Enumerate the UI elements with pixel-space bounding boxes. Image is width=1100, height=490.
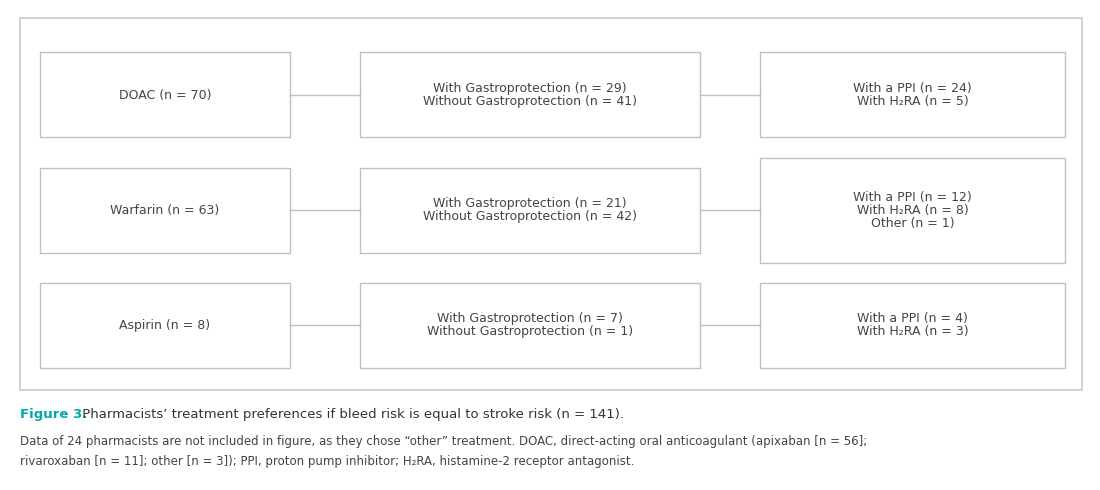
Text: With Gastroprotection (n = 21): With Gastroprotection (n = 21) (433, 197, 627, 210)
Text: With H₂RA (n = 5): With H₂RA (n = 5) (857, 95, 968, 108)
Bar (20, 18, 1082, 390)
Text: Data of 24 pharmacists are not included in figure, as they chose “other” treatme: Data of 24 pharmacists are not included … (20, 435, 867, 448)
Bar (40, 168, 290, 252)
Text: With a PPI (n = 24): With a PPI (n = 24) (854, 82, 972, 95)
Text: With a PPI (n = 12): With a PPI (n = 12) (854, 191, 972, 203)
Bar (40, 283, 290, 368)
Bar (360, 283, 700, 368)
Text: Without Gastroprotection (n = 1): Without Gastroprotection (n = 1) (427, 325, 634, 338)
Bar (760, 157, 1065, 263)
Text: DOAC (n = 70): DOAC (n = 70) (119, 89, 211, 101)
Text: Pharmacists’ treatment preferences if bleed risk is equal to stroke risk (n = 14: Pharmacists’ treatment preferences if bl… (78, 408, 624, 421)
Text: With H₂RA (n = 8): With H₂RA (n = 8) (857, 203, 968, 217)
Text: With Gastroprotection (n = 7): With Gastroprotection (n = 7) (437, 312, 623, 325)
Text: With Gastroprotection (n = 29): With Gastroprotection (n = 29) (433, 82, 627, 95)
Text: Figure 3.: Figure 3. (20, 408, 87, 421)
Text: Other (n = 1): Other (n = 1) (871, 217, 955, 229)
Text: Aspirin (n = 8): Aspirin (n = 8) (120, 318, 210, 332)
Text: Without Gastroprotection (n = 42): Without Gastroprotection (n = 42) (424, 210, 637, 223)
Bar (40, 52, 290, 138)
Bar (360, 52, 700, 138)
Text: Warfarin (n = 63): Warfarin (n = 63) (110, 203, 220, 217)
Bar (360, 168, 700, 252)
Bar (760, 283, 1065, 368)
Text: Without Gastroprotection (n = 41): Without Gastroprotection (n = 41) (424, 95, 637, 108)
Text: rivaroxaban [n = 11]; other [n = 3]); PPI, proton pump inhibitor; H₂RA, histamin: rivaroxaban [n = 11]; other [n = 3]); PP… (20, 455, 635, 468)
Text: With H₂RA (n = 3): With H₂RA (n = 3) (857, 325, 968, 338)
Bar (760, 52, 1065, 138)
Text: With a PPI (n = 4): With a PPI (n = 4) (857, 312, 968, 325)
